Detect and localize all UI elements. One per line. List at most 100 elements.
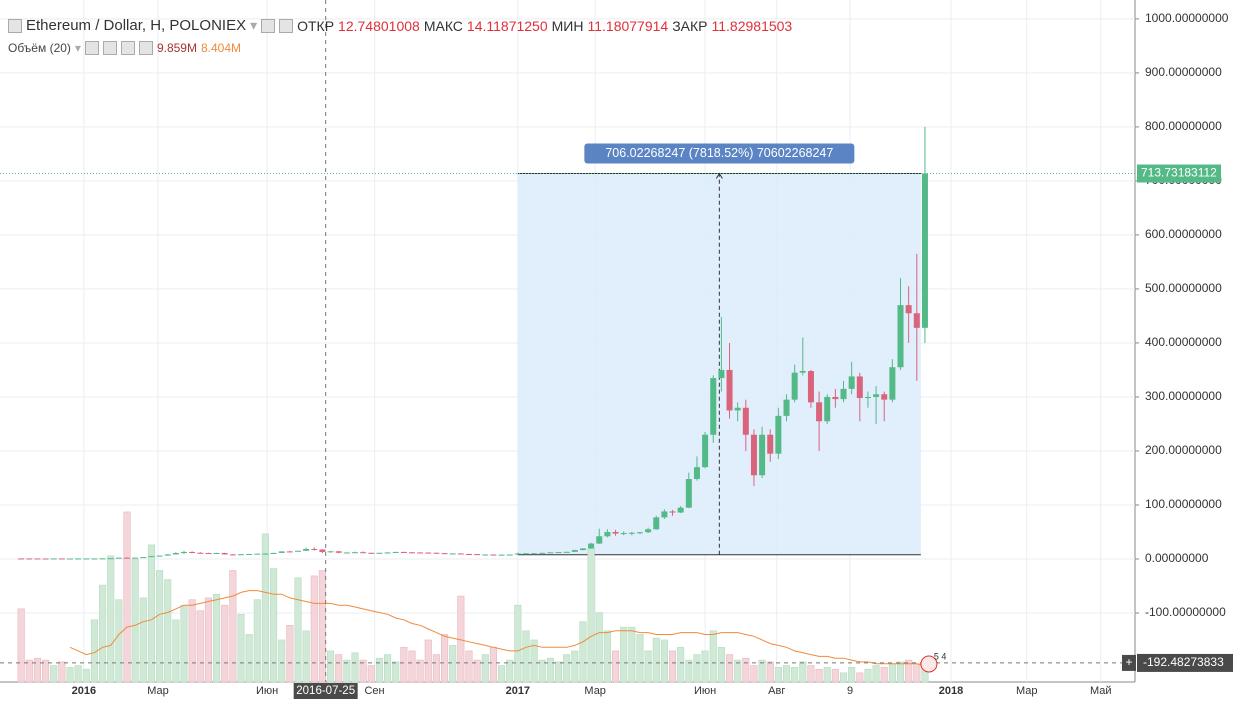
collapse-toggle[interactable]	[8, 18, 22, 33]
volume-bar	[571, 650, 579, 683]
candle-body	[482, 554, 489, 556]
volume-bar	[432, 654, 440, 683]
candle-body	[50, 558, 57, 560]
candle-body	[848, 376, 855, 389]
candle-body	[702, 434, 709, 468]
volume-bar	[701, 650, 709, 683]
volume-bar	[33, 657, 42, 683]
candle-body	[791, 372, 798, 400]
candle-body	[311, 548, 318, 550]
candle-body	[156, 555, 163, 557]
volume-bar	[335, 654, 343, 683]
plot: 706.02268247 (7818.52%) 70602268247	[0, 0, 1135, 683]
candle-body	[514, 553, 521, 555]
candle-body	[400, 551, 407, 553]
candle-body	[718, 369, 725, 379]
candle-body	[921, 173, 928, 328]
study-icon[interactable]	[84, 41, 99, 55]
volume-bar	[799, 661, 807, 683]
volume-bar	[530, 639, 538, 683]
study-icon[interactable]	[102, 41, 117, 55]
candle-body	[588, 543, 595, 549]
candle-body	[221, 553, 228, 555]
price-axis-bg	[1135, 0, 1242, 709]
volume-ma-value: 8.404M	[200, 41, 241, 55]
volume-bar	[351, 652, 359, 683]
x-tick-label: Мар	[147, 685, 169, 697]
y-tick-label: 900.00000000	[1145, 65, 1222, 79]
volume-bar	[416, 659, 424, 683]
y-tick-label: 200.00000000	[1145, 443, 1222, 457]
volume-bar	[750, 665, 758, 683]
candle-body	[83, 558, 90, 560]
volume-bar	[82, 668, 90, 683]
candle-body	[596, 536, 603, 544]
candle-body	[661, 511, 668, 518]
x-tick-label: Авг	[768, 685, 785, 697]
candle-body	[750, 434, 757, 476]
volume-bar	[905, 659, 913, 683]
candle-body	[343, 552, 350, 554]
crosshair-date-bg	[293, 683, 358, 699]
volume-bar	[58, 661, 66, 683]
volume-bar	[359, 659, 367, 683]
candle-body	[351, 552, 358, 554]
settings-icon[interactable]	[279, 18, 294, 33]
volume-bar	[725, 654, 734, 683]
menu-caret[interactable]: ▾	[74, 41, 81, 55]
candle-body	[278, 551, 285, 553]
volume-bar	[815, 668, 823, 683]
ohlc-value: 11.82981503	[711, 17, 793, 34]
candle-body	[181, 551, 188, 554]
crosshair-value-bg	[1137, 653, 1233, 672]
candle-body	[18, 558, 25, 560]
candle-body	[26, 558, 33, 560]
volume-bar	[717, 646, 725, 683]
volume-bar	[782, 665, 791, 683]
candle-body	[262, 553, 269, 555]
measure-label-bg	[584, 143, 855, 164]
candle-body	[376, 552, 383, 554]
settings-icon[interactable]	[261, 18, 276, 33]
candle-body	[58, 558, 65, 560]
volume-bar	[888, 663, 896, 683]
volume-bar	[107, 555, 115, 683]
volume-bar	[628, 626, 636, 683]
candle-body	[99, 558, 106, 560]
volume-bar	[652, 637, 660, 683]
study-icon[interactable]	[138, 41, 153, 55]
candle-body	[693, 467, 700, 480]
study-icon[interactable]	[120, 41, 135, 55]
volume-bar	[156, 570, 164, 683]
volume-bar	[25, 659, 33, 683]
candle-body	[270, 552, 277, 554]
menu-caret[interactable]: ▾	[250, 17, 258, 33]
x-tick-label: 2018	[939, 685, 963, 697]
candle-body	[506, 554, 513, 556]
candle-body	[636, 532, 643, 534]
candle-body	[571, 550, 578, 552]
volume-bar	[270, 568, 278, 683]
x-tick-label: 9	[847, 685, 853, 697]
candle-body	[213, 553, 220, 555]
x-tick-label: Сен	[364, 685, 384, 697]
candle-body	[864, 396, 871, 399]
volume-bar	[497, 665, 506, 683]
candle-body	[889, 367, 896, 400]
volume-bar	[864, 668, 872, 683]
y-tick-label: 600.00000000	[1145, 227, 1222, 241]
candle-body	[115, 557, 122, 559]
volume-value: 9.859M	[156, 41, 197, 55]
ohlc-name: МИН	[551, 17, 584, 34]
volume-bar	[440, 634, 449, 683]
candle-body	[335, 551, 342, 553]
event-label: 5 4	[934, 651, 947, 661]
x-tick-label: Мар	[584, 685, 606, 697]
candle-body	[254, 553, 261, 555]
candle-body	[474, 554, 481, 556]
candle-body	[539, 552, 546, 554]
x-tick-label: Май	[1090, 685, 1112, 697]
candle-body	[767, 434, 774, 454]
volume-bar	[611, 650, 620, 683]
candle-body	[34, 558, 41, 560]
